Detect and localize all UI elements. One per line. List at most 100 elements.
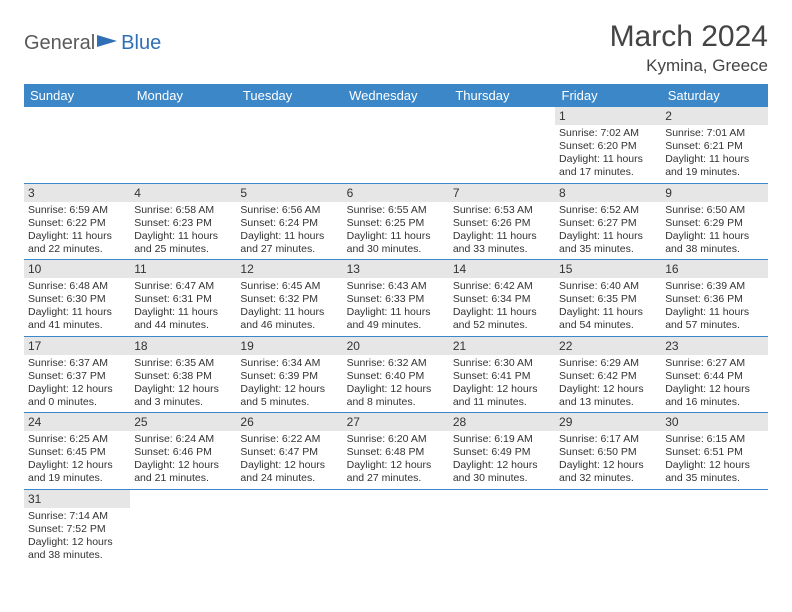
day-number: 7 [449, 184, 555, 202]
sunrise-text: Sunrise: 6:34 AM [240, 357, 338, 370]
calendar-cell: 11 Sunrise: 6:47 AMSunset: 6:31 PMDayligh… [130, 260, 236, 337]
daylight-text: Daylight: 12 hours and 5 minutes. [240, 383, 338, 409]
day-number: 17 [24, 337, 130, 355]
sunrise-text: Sunrise: 6:50 AM [665, 204, 763, 217]
daylight-text: Daylight: 12 hours and 30 minutes. [453, 459, 551, 485]
daylight-text: Daylight: 12 hours and 35 minutes. [665, 459, 763, 485]
calendar-cell: 25Sunrise: 6:24 AMSunset: 6:46 PMDayligh… [130, 413, 236, 490]
weekday-header: Sunday [24, 84, 130, 107]
sunrise-text: Sunrise: 6:40 AM [559, 280, 657, 293]
sunset-text: Sunset: 6:39 PM [240, 370, 338, 383]
calendar-head: SundayMondayTuesdayWednesdayThursdayFrid… [24, 84, 768, 107]
day-number: 20 [343, 337, 449, 355]
day-number: 23 [661, 337, 767, 355]
sunset-text: Sunset: 6:25 PM [347, 217, 445, 230]
sunset-text: Sunset: 6:50 PM [559, 446, 657, 459]
sunrise-text: Sunrise: 6:55 AM [347, 204, 445, 217]
calendar-cell: 19Sunrise: 6:34 AMSunset: 6:39 PMDayligh… [236, 336, 342, 413]
day-content: Sunrise: 7:01 AMSunset: 6:21 PMDaylight:… [661, 125, 767, 183]
calendar-cell-empty [449, 489, 555, 565]
sunset-text: Sunset: 6:41 PM [453, 370, 551, 383]
daylight-text: Daylight: 11 hours and 25 minutes. [134, 230, 232, 256]
calendar-cell-empty [343, 489, 449, 565]
calendar-body: 1Sunrise: 7:02 AMSunset: 6:20 PMDaylight… [24, 107, 768, 565]
sunrise-text: Sunrise: 6:47 AM [134, 280, 232, 293]
sunset-text: Sunset: 6:38 PM [134, 370, 232, 383]
sunset-text: Sunset: 6:31 PM [134, 293, 232, 306]
sunrise-text: Sunrise: 6:15 AM [665, 433, 763, 446]
daylight-text: Daylight: 11 hours and 49 minutes. [347, 306, 445, 332]
location: Kymina, Greece [610, 56, 768, 76]
day-number: 31 [24, 490, 130, 508]
flag-icon [97, 33, 119, 54]
calendar-cell: 18Sunrise: 6:35 AMSunset: 6:38 PMDayligh… [130, 336, 236, 413]
sunset-text: Sunset: 6:33 PM [347, 293, 445, 306]
day-content: Sunrise: 7:02 AMSunset: 6:20 PMDaylight:… [555, 125, 661, 183]
sunrise-text: Sunrise: 6:37 AM [28, 357, 126, 370]
calendar-cell: 16Sunrise: 6:39 AMSunset: 6:36 PMDayligh… [661, 260, 767, 337]
calendar-cell: 20Sunrise: 6:32 AMSunset: 6:40 PMDayligh… [343, 336, 449, 413]
calendar-cell: 10Sunrise: 6:48 AMSunset: 6:30 PMDayligh… [24, 260, 130, 337]
daylight-text: Daylight: 11 hours and 30 minutes. [347, 230, 445, 256]
calendar-cell: 28Sunrise: 6:19 AMSunset: 6:49 PMDayligh… [449, 413, 555, 490]
day-content: Sunrise: 6:17 AMSunset: 6:50 PMDaylight:… [555, 431, 661, 489]
calendar-cell: 6Sunrise: 6:55 AMSunset: 6:25 PMDaylight… [343, 183, 449, 260]
day-content: Sunrise: 6:24 AMSunset: 6:46 PMDaylight:… [130, 431, 236, 489]
day-number: 11 [130, 260, 236, 278]
calendar-cell-empty [661, 489, 767, 565]
day-number: 24 [24, 413, 130, 431]
calendar-cell: 7Sunrise: 6:53 AMSunset: 6:26 PMDaylight… [449, 183, 555, 260]
daylight-text: Daylight: 12 hours and 0 minutes. [28, 383, 126, 409]
calendar-row: 10Sunrise: 6:48 AMSunset: 6:30 PMDayligh… [24, 260, 768, 337]
day-number: 22 [555, 337, 661, 355]
sunset-text: Sunset: 6:23 PM [134, 217, 232, 230]
day-content: Sunrise: 6:29 AMSunset: 6:42 PMDaylight:… [555, 355, 661, 413]
day-content: Sunrise: 6:43 AMSunset: 6:33 PMDaylight:… [343, 278, 449, 336]
daylight-text: Daylight: 11 hours and 46 minutes. [240, 306, 338, 332]
sunset-text: Sunset: 6:29 PM [665, 217, 763, 230]
calendar-cell: 14Sunrise: 6:42 AMSunset: 6:34 PMDayligh… [449, 260, 555, 337]
daylight-text: Daylight: 12 hours and 24 minutes. [240, 459, 338, 485]
daylight-text: Daylight: 11 hours and 35 minutes. [559, 230, 657, 256]
sunset-text: Sunset: 6:32 PM [240, 293, 338, 306]
day-number: 1 [555, 107, 661, 125]
logo-text-general: General [24, 32, 95, 55]
day-number: 26 [236, 413, 342, 431]
sunrise-text: Sunrise: 7:01 AM [665, 127, 763, 140]
sunset-text: Sunset: 6:42 PM [559, 370, 657, 383]
sunset-text: Sunset: 6:26 PM [453, 217, 551, 230]
calendar-cell-empty [130, 489, 236, 565]
sunrise-text: Sunrise: 7:02 AM [559, 127, 657, 140]
daylight-text: Daylight: 11 hours and 33 minutes. [453, 230, 551, 256]
calendar-cell: 9Sunrise: 6:50 AMSunset: 6:29 PMDaylight… [661, 183, 767, 260]
daylight-text: Daylight: 12 hours and 27 minutes. [347, 459, 445, 485]
day-number: 9 [661, 184, 767, 202]
calendar-row: 1Sunrise: 7:02 AMSunset: 6:20 PMDaylight… [24, 107, 768, 183]
sunrise-text: Sunrise: 6:29 AM [559, 357, 657, 370]
day-content: Sunrise: 6:59 AMSunset: 6:22 PMDaylight:… [24, 202, 130, 260]
calendar-cell: 21Sunrise: 6:30 AMSunset: 6:41 PMDayligh… [449, 336, 555, 413]
sunrise-text: Sunrise: 6:24 AM [134, 433, 232, 446]
daylight-text: Daylight: 11 hours and 52 minutes. [453, 306, 551, 332]
sunrise-text: Sunrise: 6:43 AM [347, 280, 445, 293]
day-number: 15 [555, 260, 661, 278]
day-number: 19 [236, 337, 342, 355]
sunrise-text: Sunrise: 7:14 AM [28, 510, 126, 523]
sunrise-text: Sunrise: 6:17 AM [559, 433, 657, 446]
day-number: 25 [130, 413, 236, 431]
sunset-text: Sunset: 6:27 PM [559, 217, 657, 230]
daylight-text: Daylight: 11 hours and 44 minutes. [134, 306, 232, 332]
sunrise-text: Sunrise: 6:56 AM [240, 204, 338, 217]
month-title: March 2024 [610, 20, 768, 54]
sunrise-text: Sunrise: 6:22 AM [240, 433, 338, 446]
daylight-text: Daylight: 12 hours and 11 minutes. [453, 383, 551, 409]
day-number: 28 [449, 413, 555, 431]
calendar-cell: 3Sunrise: 6:59 AMSunset: 6:22 PMDaylight… [24, 183, 130, 260]
day-content: Sunrise: 6:20 AMSunset: 6:48 PMDaylight:… [343, 431, 449, 489]
day-content: Sunrise: 6:34 AMSunset: 6:39 PMDaylight:… [236, 355, 342, 413]
sunset-text: Sunset: 6:21 PM [665, 140, 763, 153]
day-content: Sunrise: 6:53 AMSunset: 6:26 PMDaylight:… [449, 202, 555, 260]
day-number: 14 [449, 260, 555, 278]
day-content: Sunrise: 6:40 AMSunset: 6:35 PMDaylight:… [555, 278, 661, 336]
weekday-header: Monday [130, 84, 236, 107]
